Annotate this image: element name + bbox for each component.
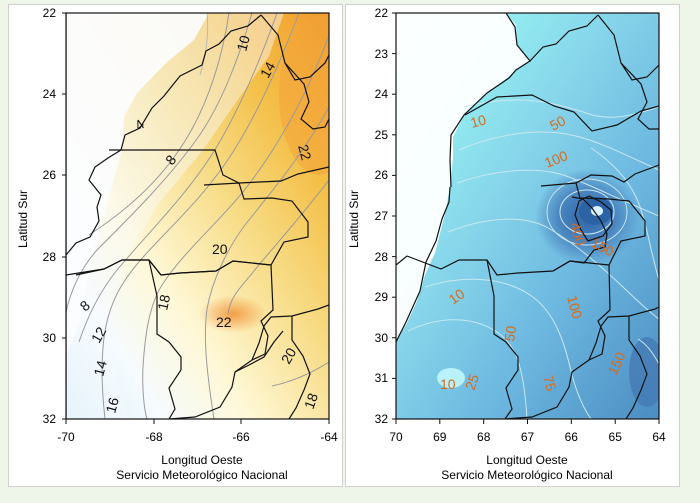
right-ytick-23: 23 — [375, 47, 389, 61]
right-ytick-22: 22 — [375, 6, 389, 20]
right-ytick-25: 25 — [375, 128, 389, 142]
left-y-axis-label: Latitud Sur — [16, 190, 30, 248]
right-xtick-69: 69 — [433, 430, 447, 444]
left-contour-label-18-bottom: 18 — [301, 391, 321, 411]
left-ytick-28: 28 — [43, 250, 57, 264]
right-x-axis-label: Longitud Oeste — [486, 453, 568, 467]
left-x-ticks: -70 -68 -66 -64 — [57, 419, 338, 444]
left-contour-label-18: 18 — [154, 293, 173, 312]
left-ytick-30: 30 — [43, 331, 57, 345]
left-ytick-22: 22 — [43, 6, 57, 20]
right-ytick-26: 26 — [375, 168, 389, 182]
left-xtick-64: -64 — [320, 430, 338, 444]
right-ytick-29: 29 — [375, 290, 389, 304]
left-map-panel: 22 24 26 28 30 32 -70 -68 -66 -64 Latitu… — [8, 4, 343, 487]
right-xtick-65: 65 — [609, 430, 623, 444]
right-light-spot — [437, 368, 465, 388]
right-contour-label-50-top: 50 — [547, 112, 568, 134]
left-contour-label-20-bottom: 20 — [278, 345, 300, 367]
right-xtick-67: 67 — [521, 430, 535, 444]
left-contour-label-20-mid: 20 — [212, 241, 228, 257]
right-core-light — [591, 206, 603, 216]
right-ytick-28: 28 — [375, 250, 389, 264]
left-contour-label-10: 10 — [233, 33, 253, 52]
left-contour-label-12: 12 — [88, 324, 110, 346]
left-credit: Servicio Meteorológico Nacional — [116, 468, 287, 482]
right-y-axis-label: Latitud Sur — [347, 190, 361, 248]
right-contour-label-50-middle: 50 — [501, 325, 519, 343]
right-y-ticks: 22 23 24 25 26 27 28 29 30 31 32 — [375, 6, 396, 426]
right-contour-label-25: 25 — [462, 372, 482, 392]
left-west-mask — [66, 13, 209, 355]
left-map-svg: 22 24 26 28 30 32 -70 -68 -66 -64 Latitu… — [16, 6, 338, 482]
right-contour-label-10-bottom: 10 — [440, 376, 456, 392]
left-x-axis-label: Longitud Oeste — [161, 453, 243, 467]
right-west-mask — [396, 13, 530, 341]
left-cool-belt — [66, 13, 284, 419]
left-plot-border — [65, 12, 330, 420]
left-contour-label-14-bottom: 14 — [90, 358, 110, 377]
right-contour-label-75: 75 — [540, 374, 560, 393]
left-xtick-70: -70 — [57, 430, 75, 444]
left-y-ticks: 22 24 26 28 30 32 — [43, 6, 66, 426]
left-contour-label-22-bottom: 22 — [216, 314, 232, 330]
right-ytick-32: 32 — [375, 412, 389, 426]
left-ytick-32: 32 — [43, 412, 57, 426]
right-map-svg: 22 23 24 25 26 27 28 29 30 31 32 7 — [347, 6, 666, 482]
right-contour-label-10-top: 10 — [469, 111, 488, 131]
right-ytick-31: 31 — [375, 371, 389, 385]
left-contour-label-22-top: 22 — [295, 143, 315, 162]
right-xtick-70: 70 — [389, 430, 403, 444]
right-xtick-68: 68 — [477, 430, 491, 444]
left-ytick-24: 24 — [43, 87, 57, 101]
right-map-panel: 22 23 24 25 26 27 28 29 30 31 32 7 — [345, 4, 680, 487]
left-ytick-26: 26 — [43, 168, 57, 182]
right-ytick-27: 27 — [375, 209, 389, 223]
right-xtick-66: 66 — [565, 430, 579, 444]
left-contour-label-16: 16 — [102, 395, 122, 414]
right-ytick-30: 30 — [375, 331, 389, 345]
right-xtick-64: 64 — [652, 430, 666, 444]
left-hotspot — [199, 295, 267, 333]
left-xtick-66: -66 — [232, 430, 250, 444]
right-contour-label-400: 400 — [567, 221, 589, 248]
right-ytick-24: 24 — [375, 87, 389, 101]
left-contour-label-14: 14 — [257, 59, 279, 81]
left-xtick-68: -68 — [145, 430, 163, 444]
right-x-ticks: 70 69 68 67 66 65 64 — [389, 419, 666, 444]
right-credit: Servicio Meteorológico Nacional — [441, 468, 612, 482]
right-east-deep-zone — [629, 337, 659, 407]
right-contour-label-100-middle: 100 — [564, 294, 586, 321]
